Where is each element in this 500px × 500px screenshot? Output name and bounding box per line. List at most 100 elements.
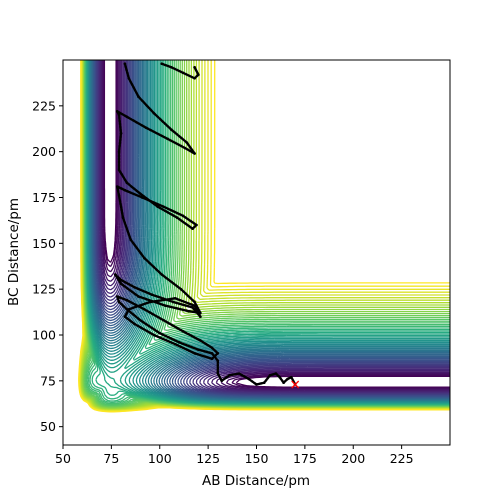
trajectory-point [117,300,121,304]
y-tick-label: 150 [32,236,56,251]
y-tick-label: 75 [40,373,56,388]
trajectory-point [125,181,129,185]
trajectory-point [191,227,194,230]
trajectory-point [197,73,200,76]
y-tick-label: 50 [40,419,56,434]
trajectory-point [123,188,127,192]
trajectory-point [144,126,148,130]
trajectory-point [166,137,169,141]
trajectory-point [197,348,200,352]
trajectory-point [278,375,282,379]
x-axis-label: AB Distance/pm [202,473,310,489]
trajectory-point [193,77,196,80]
trajectory-point [193,66,196,69]
trajectory-point [137,95,140,98]
trajectory-point [115,295,119,298]
trajectory-point [137,295,140,298]
x-tick-label: 75 [103,451,119,466]
trajectory-point [183,146,187,150]
trajectory-point [160,273,163,276]
trajectory-point [210,346,214,350]
trajectory-point [181,330,185,333]
trajectory-point [290,375,293,379]
trajectory-point [185,141,189,144]
x-tick-label: 125 [196,451,220,466]
trajectory-point [193,300,196,304]
trajectory-point [237,372,241,375]
trajectory-point [181,71,185,75]
trajectory-point [127,77,131,80]
trajectory-point [119,278,123,282]
trajectory-point [121,216,125,219]
trajectory-point [164,304,167,308]
trajectory-point [175,216,179,219]
trajectory-point [139,192,142,196]
contour-line [100,60,450,391]
trajectory-point [274,372,278,375]
trajectory-point [133,286,136,289]
trajectory-point [181,214,185,218]
x-tick-label: 225 [390,451,414,466]
trajectory-point [133,322,136,326]
y-axis: 50 75 100 125 150 175 200 225 [32,98,63,434]
trajectory-point [216,352,220,355]
trajectory-point [139,319,142,322]
trajectory-point [172,300,175,304]
trajectory-point [191,306,194,309]
trajectory-path [114,62,297,386]
trajectory-point [173,297,177,300]
trajectory-point [177,341,181,344]
trajectory-point [125,298,129,302]
trajectory-point [115,110,119,113]
trajectory-point [193,352,196,355]
trajectory-point [148,300,152,304]
trajectory-point [199,311,202,315]
trajectory-point [117,194,121,197]
trajectory-point [255,383,258,386]
trajectory-point [160,62,163,65]
trajectory-point [123,315,127,319]
trajectory-point [152,111,156,115]
x-tick-label: 50 [55,451,71,466]
start-x-marker [291,380,300,389]
trajectory-point [117,168,121,172]
y-tick-label: 175 [32,190,56,205]
trajectory-point [199,339,202,342]
trajectory-point [143,256,146,260]
trajectory-point [220,379,223,383]
start-marker [291,380,300,389]
trajectory-point [247,377,251,381]
trajectory-path [160,62,200,80]
x-axis: 50 75 100 125 150 175 200 225 [55,445,414,466]
trajectory-point [162,319,165,322]
trajectory-point [115,185,119,188]
trajectory-point [216,372,220,375]
y-axis-label: BC Distance/pm [6,198,22,306]
trajectory-point [119,132,123,135]
trajectory-point [143,308,146,311]
trajectory-point [162,205,165,208]
trajectory-point [119,282,123,286]
x-tick-label: 200 [341,451,365,466]
trajectory-point [195,223,198,227]
y-tick-label: 225 [32,98,56,113]
trajectory [113,62,297,386]
trajectory-point [123,62,127,65]
trajectory-point [179,287,183,291]
y-tick-label: 125 [32,282,56,297]
trajectory-point [129,238,132,241]
trajectory-point [158,331,162,335]
trajectory-point [152,333,156,337]
trajectory-point [117,150,121,153]
contour-line [103,60,450,389]
trajectory-point [150,293,154,297]
trajectory-point [141,196,144,199]
trajectory-point [228,374,231,377]
trajectory-point [193,152,196,155]
x-tick-label: 100 [148,451,172,466]
trajectory-point [210,357,214,361]
trajectory-point [125,308,129,311]
trajectory-point [113,273,117,276]
y-tick-label: 100 [32,328,56,343]
